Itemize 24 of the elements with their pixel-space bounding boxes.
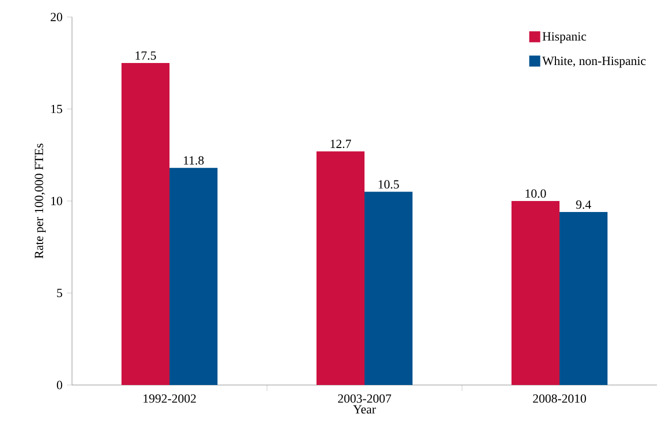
bar [364,192,413,385]
x-tick-label: 2003-2007 [338,394,392,403]
bar [122,62,170,385]
legend-label: White, non-Hispanic [542,56,646,68]
x-tick-label: 1992-2002 [144,394,196,403]
y-tick-label: 20 [50,12,62,22]
bar [316,151,365,385]
y-tick-label: 15 [51,104,62,114]
data-label: 17.5 [136,51,156,60]
y-tick-label: 5 [57,288,62,298]
data-label: 10.5 [378,180,399,189]
y-tick-label: 10 [51,196,62,206]
bar [560,212,608,385]
y-tick-label: 0 [56,380,62,390]
bar [512,201,560,385]
data-label: 12.7 [330,140,352,148]
y-axis-title: Rate per 100,000 FTEs [34,144,46,258]
legend-label: Hispanic [542,32,586,44]
data-label: 10.0 [526,189,546,198]
x-axis-title: Year [353,405,376,414]
data-label: 9.4 [576,200,592,209]
data-label: 11.8 [184,156,204,165]
bar [170,168,218,385]
x-tick-label: 2008-2010 [533,394,586,403]
